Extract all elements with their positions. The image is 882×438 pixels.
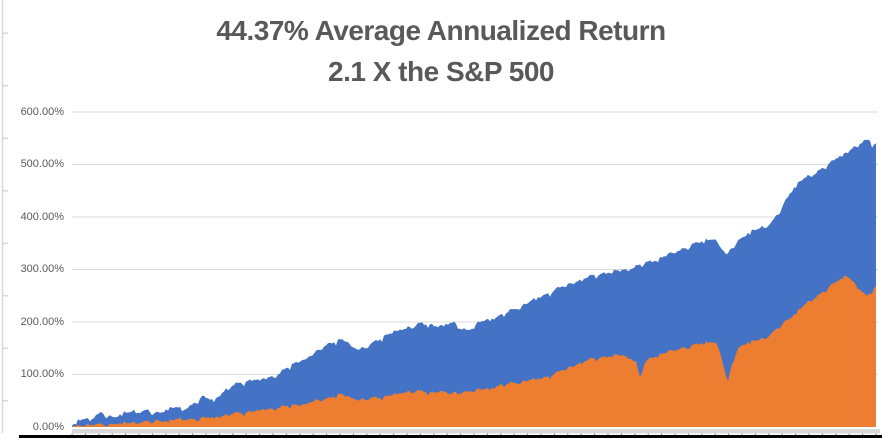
chart-title-line2: 2.1 X the S&P 500 [328,56,555,88]
bottom-border-bar [19,435,882,438]
y-tick-label: 600.00% [20,105,64,118]
x-axis-strip [72,429,880,434]
y-tick-label: 200.00% [20,315,64,328]
y-tick-label: 0.00% [32,420,64,433]
y-tick-label: 500.00% [20,158,64,170]
chart-title-line1: 44.37% Average Annualized Return [216,15,666,46]
chart-title: 44.37% Average Annualized Return 2.1 X t… [0,10,882,93]
y-tick-label: 300.00% [20,263,64,275]
y-tick-label: 400.00% [20,210,64,223]
y-tick-label: 100.00% [20,368,64,380]
orange-area-series [72,275,876,427]
